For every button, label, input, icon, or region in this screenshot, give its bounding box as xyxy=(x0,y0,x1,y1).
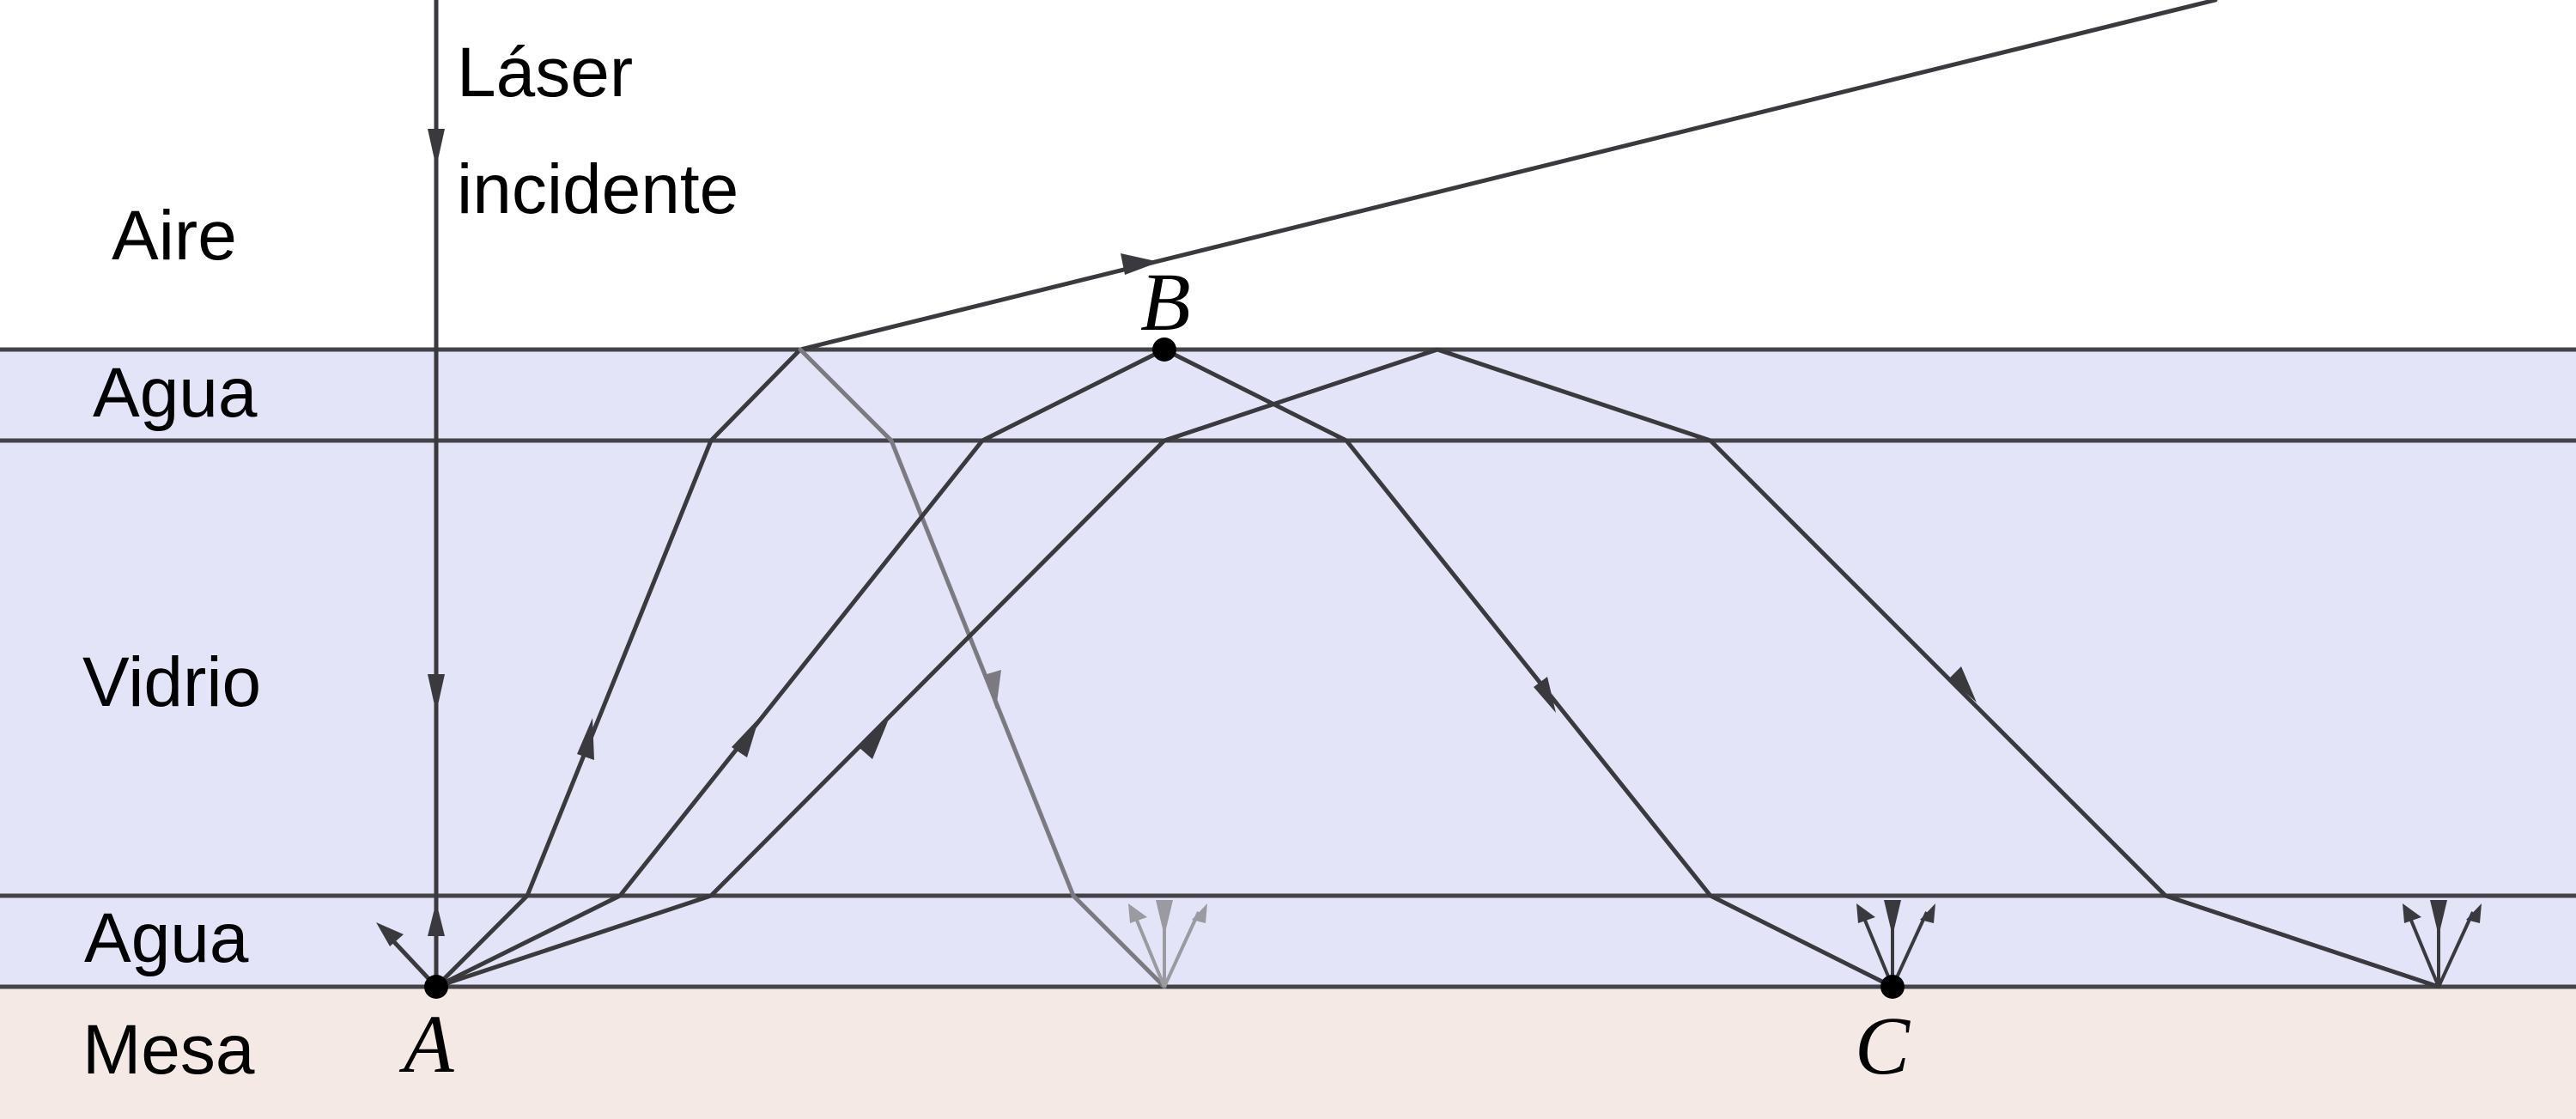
label-laser-line1: Láser xyxy=(457,33,633,112)
scatter-fan-mid xyxy=(1128,900,1207,988)
scatter-fan-a xyxy=(376,922,438,988)
ray-a-to-b xyxy=(434,347,1167,989)
laser-arrow-water xyxy=(428,902,445,936)
table-region xyxy=(0,987,2576,1119)
label-laser-line2: incidente xyxy=(457,150,738,228)
water-top-region xyxy=(0,350,2576,441)
label-table: Mesa xyxy=(82,1011,255,1089)
label-point-b: B xyxy=(1140,256,1191,348)
label-glass: Vidrio xyxy=(82,643,261,721)
ray-ab-arrow xyxy=(732,718,759,757)
scatter-fan-c xyxy=(1856,900,1935,988)
laser-arrow-lower xyxy=(428,674,445,713)
ray-a-to-far xyxy=(434,347,2441,989)
point-b xyxy=(1152,338,1176,362)
air-region xyxy=(0,0,2576,350)
ray-bc-arrow xyxy=(1534,677,1556,713)
point-a xyxy=(424,975,448,999)
ray-exit-arrow-air xyxy=(1121,253,1159,275)
ray-light-arrow xyxy=(984,670,1001,709)
ray-far-down-arrow xyxy=(1949,666,1977,702)
label-water-bottom: Agua xyxy=(84,899,249,977)
water-bottom-region xyxy=(0,896,2576,987)
ray-b-to-c xyxy=(1162,347,1895,989)
ray-exit-arrow-glass xyxy=(577,718,594,760)
glass-region xyxy=(0,441,2576,896)
laser-arrow-upper xyxy=(428,129,445,167)
ray-far-up-arrow xyxy=(859,721,888,759)
point-c xyxy=(1880,975,1905,999)
label-air: Aire xyxy=(112,197,237,275)
scattered-ray-exit xyxy=(434,0,2218,989)
label-point-a: A xyxy=(398,998,454,1090)
label-water-top: Agua xyxy=(93,354,258,432)
scatter-fan-far xyxy=(2403,900,2482,988)
reflected-ray-light xyxy=(798,347,1167,989)
label-point-c: C xyxy=(1855,1000,1911,1092)
